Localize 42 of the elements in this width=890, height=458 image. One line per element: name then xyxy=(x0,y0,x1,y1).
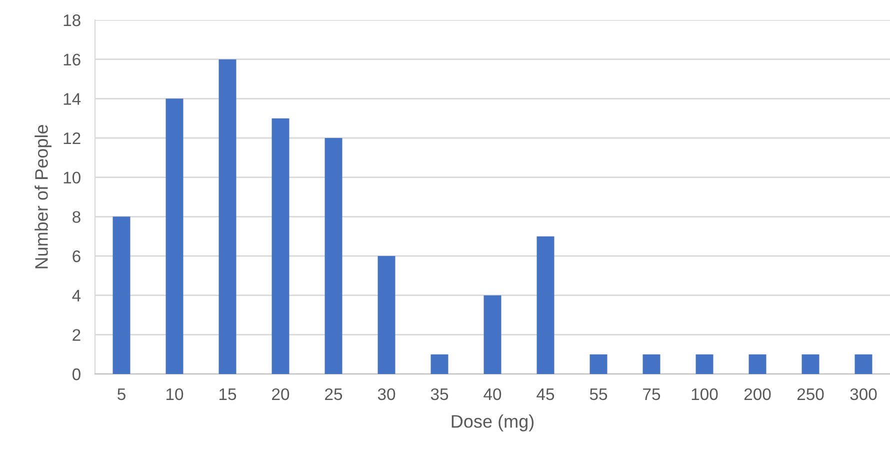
bar xyxy=(748,354,766,374)
bar xyxy=(802,354,820,374)
y-tick-label: 8 xyxy=(72,211,80,223)
bar xyxy=(272,118,290,374)
x-tick-label: 20 xyxy=(272,388,290,400)
x-axis-title: Dose (mg) xyxy=(452,414,534,432)
bar xyxy=(430,354,448,374)
bar xyxy=(378,256,396,374)
x-tick-label: 45 xyxy=(536,388,554,400)
bar xyxy=(324,138,342,374)
bar xyxy=(696,354,714,374)
x-tick-label: 25 xyxy=(325,388,342,400)
x-tick-label: 75 xyxy=(643,388,660,400)
x-tick-label: 250 xyxy=(797,388,824,400)
y-tick-label: 12 xyxy=(64,132,80,144)
bar xyxy=(536,236,554,374)
bar xyxy=(590,354,608,374)
bar xyxy=(166,98,184,374)
x-tick-label: 15 xyxy=(220,388,236,400)
y-tick-label: 0 xyxy=(72,368,80,380)
y-axis-title: Number of People xyxy=(34,125,52,268)
y-tick-label: 14 xyxy=(64,93,81,105)
bar xyxy=(484,295,502,374)
x-tick-label: 5 xyxy=(118,388,126,400)
x-tick-label: 200 xyxy=(744,388,771,400)
y-tick-label: 16 xyxy=(64,54,80,66)
x-tick-label: 55 xyxy=(590,388,608,400)
y-tick-label: 4 xyxy=(72,290,81,302)
x-tick-label: 10 xyxy=(166,388,184,400)
x-tick-label: 35 xyxy=(430,388,448,400)
y-tick-label: 2 xyxy=(72,329,80,341)
y-tick-label: 6 xyxy=(72,250,80,262)
x-tick-label: 40 xyxy=(484,388,502,400)
bar xyxy=(112,216,130,374)
y-tick-label: 10 xyxy=(64,172,80,184)
y-tick-label: 18 xyxy=(64,14,80,26)
bar xyxy=(854,354,872,374)
bar xyxy=(218,59,236,374)
x-tick-label: 300 xyxy=(850,388,877,400)
x-tick-label: 100 xyxy=(692,388,718,400)
bar xyxy=(642,354,660,374)
x-tick-label: 30 xyxy=(378,388,396,400)
